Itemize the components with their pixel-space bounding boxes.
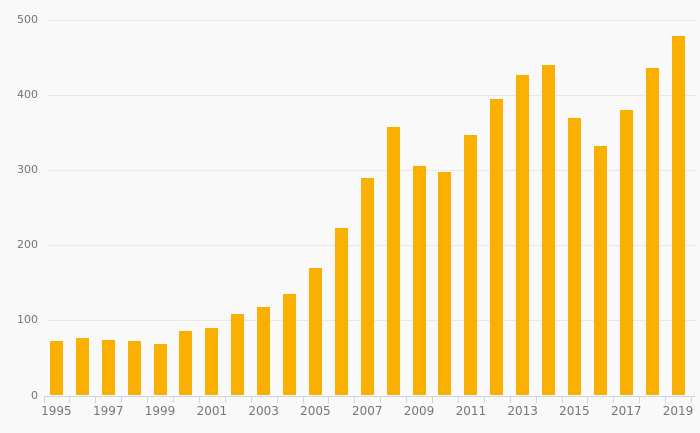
x-axis-label: 2015 bbox=[559, 404, 590, 418]
gridline bbox=[46, 19, 697, 21]
x-axis-tick bbox=[432, 396, 433, 403]
x-axis-tick bbox=[561, 396, 563, 403]
y-axis-label: 300 bbox=[17, 163, 38, 177]
x-axis-tick bbox=[354, 396, 356, 403]
x-axis-tick bbox=[147, 396, 149, 403]
y-axis-label: 400 bbox=[17, 88, 38, 102]
x-axis-label: 2007 bbox=[351, 404, 383, 418]
x-axis-tick bbox=[95, 396, 97, 403]
x-axis-tick bbox=[457, 396, 459, 403]
bar-2004 bbox=[283, 294, 297, 396]
x-axis-tick bbox=[535, 396, 537, 403]
x-axis-tick bbox=[483, 396, 485, 403]
x-axis-label: 2001 bbox=[196, 404, 228, 418]
x-axis-tick bbox=[639, 396, 641, 403]
x-axis-label: 1999 bbox=[144, 404, 176, 418]
x-axis-tick bbox=[380, 396, 382, 403]
x-axis-tick bbox=[328, 396, 330, 403]
bar-2000 bbox=[179, 330, 193, 396]
x-axis-tick bbox=[43, 396, 45, 403]
bar-2018 bbox=[645, 68, 659, 396]
x-axis-label: 2017 bbox=[610, 404, 642, 418]
bar-2008 bbox=[386, 126, 400, 396]
x-axis-tick bbox=[302, 396, 304, 403]
x-axis-tick bbox=[121, 396, 123, 403]
bar-2016 bbox=[593, 146, 607, 396]
bar-2017 bbox=[619, 110, 633, 396]
y-axis-label: 500 bbox=[17, 13, 38, 26]
x-axis-label: 2005 bbox=[300, 404, 331, 418]
y-axis-label: 200 bbox=[17, 238, 38, 252]
x-axis-tick bbox=[406, 396, 408, 403]
x-axis-line bbox=[43, 395, 695, 397]
bar-1998 bbox=[127, 341, 141, 396]
x-axis-tick bbox=[250, 396, 252, 403]
x-axis-label: 2013 bbox=[507, 404, 538, 418]
bar-2015 bbox=[567, 118, 581, 396]
bar-2003 bbox=[257, 306, 271, 396]
bar-2012 bbox=[490, 98, 504, 396]
x-axis-label: 2011 bbox=[455, 404, 487, 418]
x-axis-tick bbox=[691, 396, 692, 403]
y-axis-label: 100 bbox=[17, 313, 38, 327]
x-axis-tick bbox=[587, 396, 589, 403]
x-axis-label: 1997 bbox=[92, 404, 124, 418]
bar-2019 bbox=[671, 35, 685, 396]
x-axis-tick bbox=[69, 396, 71, 403]
y-axis-label: 0 bbox=[31, 388, 38, 402]
x-axis-label: 2003 bbox=[248, 404, 279, 418]
x-axis-tick bbox=[173, 396, 174, 403]
x-axis-tick bbox=[224, 396, 226, 403]
bar-1997 bbox=[101, 339, 115, 396]
bar-2011 bbox=[464, 134, 478, 396]
bar-1995 bbox=[49, 340, 63, 396]
gridline bbox=[46, 94, 697, 96]
x-axis-label: 2009 bbox=[403, 404, 435, 418]
bar-2006 bbox=[334, 228, 348, 396]
x-axis-tick bbox=[509, 396, 511, 403]
bar-2002 bbox=[231, 313, 245, 396]
x-axis-tick bbox=[613, 396, 615, 403]
bar-2009 bbox=[412, 165, 426, 396]
x-axis-label: 1995 bbox=[41, 404, 72, 418]
bar-1996 bbox=[75, 337, 89, 396]
bar-2007 bbox=[360, 178, 374, 396]
bar-2001 bbox=[205, 327, 219, 396]
x-axis-tick bbox=[665, 396, 667, 403]
x-axis-tick bbox=[198, 396, 200, 403]
bar-1999 bbox=[153, 344, 167, 396]
x-axis-tick bbox=[276, 396, 278, 403]
bar-2013 bbox=[516, 74, 530, 396]
bar-2005 bbox=[308, 267, 322, 396]
x-axis-label: 2019 bbox=[662, 404, 694, 418]
bar-2010 bbox=[438, 172, 452, 396]
bar-2014 bbox=[542, 65, 556, 396]
